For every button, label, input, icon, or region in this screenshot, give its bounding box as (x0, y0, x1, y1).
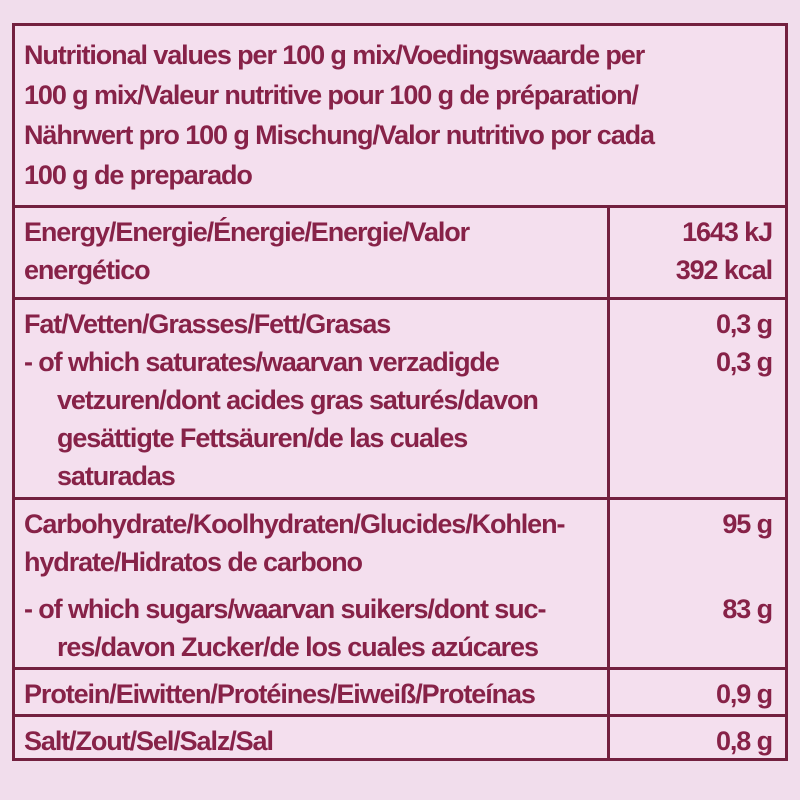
carbohydrate-sugars-label-cont: res/davon Zucker/de los cuales azúcares (57, 632, 539, 662)
energy-value-kj: 1643 kJ (682, 217, 773, 247)
row-protein: Protein/Eiwitten/Protéines/Eiweiß/Proteí… (15, 667, 785, 714)
carbohydrate-sugars-label: - of which sugars/waarvan suikers/dont s… (24, 594, 546, 624)
fat-saturates-label: - of which saturates/waarvan verzadigde (24, 347, 500, 377)
salt-value: 0,8 g (715, 726, 773, 756)
header-line: Nährwert pro 100 g Mischung/Valor nutrit… (24, 120, 655, 150)
carbohydrate-label-cell: Carbohydrate/Koolhydraten/Glucides/Kohle… (15, 500, 607, 667)
protein-value-cell: 0,9 g (607, 670, 785, 714)
header-line: Nutritional values per 100 g mix/Voeding… (24, 40, 645, 70)
row-fat: Fat/Vetten/Grasses/Fett/Grasas - of whic… (15, 297, 785, 497)
header-line: 100 g mix/Valeur nutritive pour 100 g de… (24, 80, 639, 110)
energy-label-cell: Energy/Energie/Énergie/Energie/Valor ene… (15, 208, 607, 297)
header-line: 100 g de preparado (24, 160, 253, 190)
energy-label-cont: energético (24, 255, 151, 285)
carbohydrate-value-spacer (614, 543, 772, 581)
table-header: Nutritional values per 100 g mix/Voeding… (15, 26, 785, 205)
energy-value-cell: 1643 kJ 392 kcal (607, 208, 785, 297)
fat-saturates-label-cont: gesättigte Fettsäuren/de las cuales (57, 423, 468, 453)
salt-value-cell: 0,8 g (607, 717, 785, 758)
row-energy: Energy/Energie/Énergie/Energie/Valor ene… (15, 205, 785, 297)
fat-value: 0,3 g (715, 309, 773, 339)
energy-value-kcal: 392 kcal (675, 255, 773, 285)
salt-label-cell: Salt/Zout/Sel/Salz/Sal (15, 717, 607, 758)
carbohydrate-value-cell: 95 g 83 g (607, 500, 785, 667)
fat-label-cell: Fat/Vetten/Grasses/Fett/Grasas - of whic… (15, 300, 607, 497)
salt-label: Salt/Zout/Sel/Salz/Sal (24, 726, 274, 756)
fat-saturates-label-cont: saturadas (57, 461, 176, 491)
protein-value: 0,9 g (715, 679, 773, 709)
protein-label-cell: Protein/Eiwitten/Protéines/Eiweiß/Proteí… (15, 670, 607, 714)
carbohydrate-label: Carbohydrate/Koolhydraten/Glucides/Kohle… (24, 509, 565, 539)
row-carbohydrate: Carbohydrate/Koolhydraten/Glucides/Kohle… (15, 497, 785, 667)
energy-label: Energy/Energie/Énergie/Energie/Valor (24, 217, 470, 247)
fat-saturates-label-cont: vetzuren/dont acides gras saturés/davon (57, 385, 539, 415)
fat-label: Fat/Vetten/Grasses/Fett/Grasas (24, 309, 391, 339)
protein-label: Protein/Eiwitten/Protéines/Eiweiß/Proteí… (24, 679, 536, 709)
fat-saturates-value: 0,3 g (715, 347, 773, 377)
carbohydrate-value: 95 g (722, 509, 773, 539)
row-salt: Salt/Zout/Sel/Salz/Sal 0,8 g (15, 714, 785, 758)
fat-value-cell: 0,3 g 0,3 g (607, 300, 785, 497)
carbohydrate-label-cont: hydrate/Hidratos de carbono (24, 547, 363, 577)
nutrition-table: Nutritional values per 100 g mix/Voeding… (12, 23, 788, 761)
carbohydrate-sugars-value: 83 g (722, 594, 773, 624)
